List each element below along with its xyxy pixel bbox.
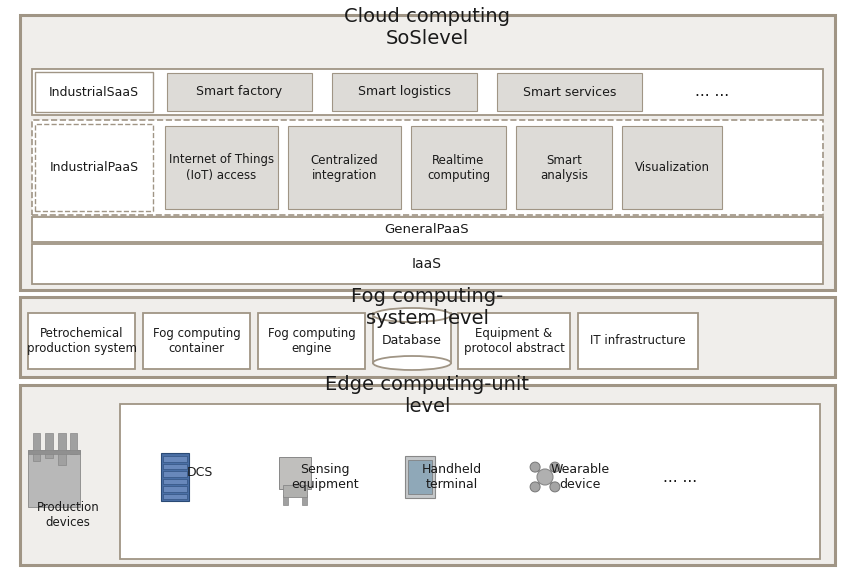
- Text: GeneralPaaS: GeneralPaaS: [385, 223, 469, 236]
- Text: IndustrialPaaS: IndustrialPaaS: [50, 161, 139, 174]
- Text: Smart
analysis: Smart analysis: [540, 153, 588, 182]
- Bar: [163, 463, 187, 469]
- Bar: [28, 450, 80, 507]
- Bar: [32, 217, 823, 242]
- Bar: [458, 313, 570, 369]
- Ellipse shape: [373, 356, 451, 370]
- Bar: [32, 120, 823, 215]
- Bar: [143, 313, 250, 369]
- Bar: [163, 486, 187, 492]
- Text: Visualization: Visualization: [634, 161, 710, 174]
- Bar: [32, 244, 823, 284]
- Text: Wearable
device: Wearable device: [551, 463, 610, 491]
- Bar: [167, 73, 312, 111]
- Bar: [45, 433, 53, 458]
- Text: Smart services: Smart services: [522, 85, 616, 99]
- Bar: [408, 460, 432, 494]
- Bar: [28, 450, 80, 454]
- Bar: [35, 124, 153, 211]
- Text: ... ...: ... ...: [663, 470, 697, 485]
- Bar: [163, 493, 187, 499]
- Text: Centralized
integration: Centralized integration: [310, 153, 379, 182]
- Text: Sensing
equipment: Sensing equipment: [292, 463, 359, 491]
- Text: Production
devices: Production devices: [37, 501, 99, 529]
- Bar: [163, 478, 187, 484]
- Bar: [373, 313, 451, 363]
- Text: IndustrialSaaS: IndustrialSaaS: [49, 85, 139, 99]
- Bar: [258, 313, 365, 369]
- Text: Smart factory: Smart factory: [197, 85, 282, 99]
- Circle shape: [537, 469, 553, 485]
- Bar: [405, 456, 435, 498]
- Text: DCS: DCS: [186, 466, 213, 478]
- Bar: [283, 495, 288, 505]
- Bar: [279, 457, 311, 489]
- Bar: [58, 433, 66, 465]
- Bar: [411, 126, 506, 209]
- Circle shape: [530, 462, 540, 472]
- Circle shape: [550, 482, 560, 492]
- Bar: [622, 126, 722, 209]
- Text: Realtime
computing: Realtime computing: [427, 153, 490, 182]
- Bar: [70, 433, 78, 454]
- Bar: [163, 471, 187, 477]
- Bar: [497, 73, 642, 111]
- Bar: [302, 495, 307, 505]
- Bar: [163, 456, 187, 462]
- Text: Internet of Things
(IoT) access: Internet of Things (IoT) access: [169, 153, 274, 182]
- Bar: [283, 485, 307, 497]
- Bar: [32, 433, 40, 462]
- Bar: [578, 313, 698, 369]
- Bar: [161, 453, 189, 501]
- Circle shape: [550, 462, 560, 472]
- Text: Database: Database: [382, 335, 442, 347]
- Text: Fog computing
container: Fog computing container: [153, 327, 240, 355]
- Text: Petrochemical
production system: Petrochemical production system: [27, 327, 137, 355]
- Text: IaaS: IaaS: [412, 257, 442, 271]
- Bar: [120, 404, 820, 559]
- Text: IT infrastructure: IT infrastructure: [590, 335, 686, 347]
- Bar: [332, 73, 477, 111]
- Bar: [20, 297, 835, 377]
- Bar: [516, 126, 612, 209]
- Bar: [20, 15, 835, 290]
- Text: Smart logistics: Smart logistics: [358, 85, 451, 99]
- Bar: [35, 72, 153, 112]
- Text: Edge computing-unit
level: Edge computing-unit level: [325, 376, 529, 417]
- Bar: [288, 126, 401, 209]
- Text: Fog computing-
system level: Fog computing- system level: [351, 287, 503, 328]
- Bar: [165, 126, 278, 209]
- Bar: [20, 385, 835, 565]
- Ellipse shape: [373, 308, 451, 322]
- Circle shape: [530, 482, 540, 492]
- Text: Equipment &
protocol abstract: Equipment & protocol abstract: [463, 327, 564, 355]
- Bar: [28, 313, 135, 369]
- Text: Cloud computing
SoSlevel: Cloud computing SoSlevel: [344, 8, 510, 48]
- Text: ... ...: ... ...: [695, 84, 729, 99]
- Text: Handheld
terminal: Handheld terminal: [422, 463, 482, 491]
- Bar: [32, 69, 823, 115]
- Text: Fog computing
engine: Fog computing engine: [268, 327, 356, 355]
